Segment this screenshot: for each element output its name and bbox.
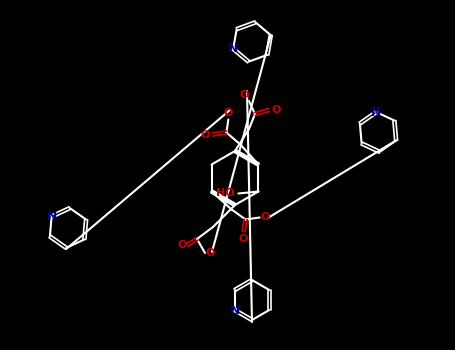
Text: O: O	[205, 248, 215, 258]
Text: O: O	[177, 240, 187, 250]
Text: N: N	[228, 42, 238, 55]
Text: O: O	[271, 105, 281, 115]
Text: HO: HO	[216, 189, 235, 198]
Text: O: O	[239, 233, 248, 244]
Text: N: N	[46, 210, 57, 223]
Text: N: N	[229, 303, 240, 316]
Text: O: O	[239, 90, 249, 100]
Text: O: O	[261, 212, 270, 223]
Text: N: N	[371, 106, 381, 119]
Text: O: O	[201, 130, 210, 140]
Text: O: O	[224, 107, 233, 118]
